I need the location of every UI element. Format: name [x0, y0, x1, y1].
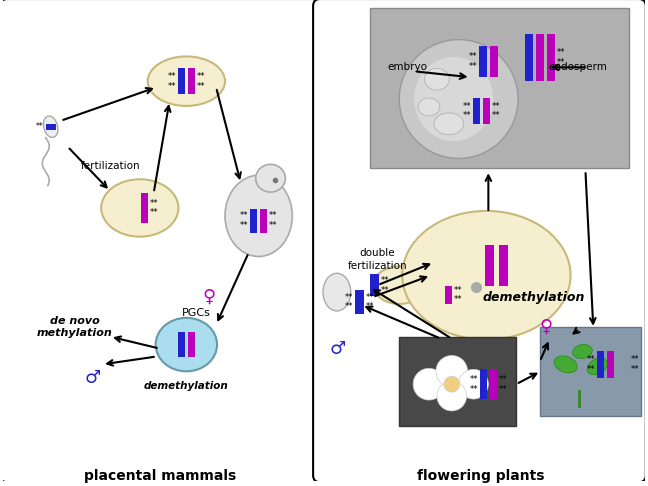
- Ellipse shape: [573, 345, 592, 359]
- Bar: [250, 209, 257, 233]
- Bar: [178, 332, 185, 358]
- Bar: [597, 350, 604, 378]
- Ellipse shape: [402, 211, 570, 340]
- Ellipse shape: [101, 179, 178, 237]
- Text: demethylation: demethylation: [144, 381, 229, 391]
- Circle shape: [436, 355, 468, 387]
- Circle shape: [413, 368, 445, 400]
- Text: embryo: embryo: [388, 62, 428, 72]
- Text: **
**: ** **: [167, 72, 176, 90]
- Text: ♀: ♀: [539, 318, 552, 336]
- Text: ♂: ♂: [84, 369, 100, 387]
- Ellipse shape: [418, 98, 440, 116]
- Text: **
**: ** **: [492, 102, 500, 120]
- Ellipse shape: [256, 164, 285, 192]
- Bar: [369, 8, 629, 168]
- Bar: [499, 244, 507, 286]
- Text: endosperm: endosperm: [548, 62, 607, 72]
- Ellipse shape: [434, 113, 463, 135]
- Bar: [188, 332, 195, 358]
- Bar: [445, 286, 452, 304]
- Text: **
**: ** **: [631, 355, 640, 374]
- FancyBboxPatch shape: [0, 0, 319, 482]
- Bar: [540, 327, 641, 416]
- Text: **
**: ** **: [499, 375, 507, 394]
- Text: **
**: ** **: [557, 48, 565, 67]
- Ellipse shape: [148, 56, 225, 106]
- Bar: [479, 46, 487, 77]
- Bar: [260, 209, 267, 233]
- Text: ♂: ♂: [330, 340, 346, 358]
- Bar: [355, 290, 364, 314]
- Text: **
**: ** **: [150, 199, 159, 217]
- FancyBboxPatch shape: [313, 0, 646, 482]
- Text: fertilization: fertilization: [80, 161, 140, 172]
- Ellipse shape: [323, 273, 351, 311]
- Circle shape: [437, 381, 467, 411]
- Text: **
**: ** **: [269, 211, 277, 230]
- Text: demethylation: demethylation: [483, 291, 585, 304]
- Bar: [490, 46, 498, 77]
- Text: **: **: [36, 122, 44, 131]
- Text: **
**: ** **: [381, 276, 389, 295]
- Text: **
**: ** **: [197, 72, 205, 90]
- Text: **
**: ** **: [454, 286, 463, 304]
- Bar: [370, 274, 379, 296]
- Ellipse shape: [424, 69, 449, 90]
- Text: **
**: ** **: [240, 211, 248, 230]
- Ellipse shape: [587, 358, 607, 375]
- Ellipse shape: [156, 318, 217, 371]
- Ellipse shape: [554, 356, 577, 373]
- Ellipse shape: [373, 266, 425, 304]
- Bar: [525, 34, 533, 81]
- Text: **
**: ** **: [470, 375, 478, 394]
- Bar: [485, 244, 494, 286]
- Bar: [480, 369, 487, 399]
- Circle shape: [444, 376, 459, 392]
- Bar: [607, 350, 614, 378]
- Text: ♀: ♀: [203, 288, 216, 306]
- Ellipse shape: [43, 116, 58, 138]
- Bar: [536, 34, 544, 81]
- Text: **
**: ** **: [469, 52, 477, 71]
- Text: PGCs: PGCs: [182, 308, 211, 318]
- Bar: [188, 69, 195, 94]
- Ellipse shape: [414, 57, 493, 141]
- Ellipse shape: [399, 39, 518, 158]
- Bar: [483, 98, 490, 124]
- Circle shape: [459, 369, 489, 399]
- Ellipse shape: [225, 175, 292, 257]
- Text: flowering plants: flowering plants: [417, 469, 544, 484]
- Bar: [473, 98, 480, 124]
- Bar: [178, 69, 185, 94]
- Text: placental mammals: placental mammals: [84, 469, 236, 484]
- Bar: [547, 34, 555, 81]
- Bar: [490, 369, 497, 399]
- Bar: [141, 193, 148, 223]
- Text: de novo
methylation: de novo methylation: [36, 315, 112, 338]
- Text: **
**: ** **: [345, 293, 353, 312]
- Text: **
**: ** **: [586, 355, 595, 374]
- Text: double
fertilization: double fertilization: [348, 248, 408, 271]
- Bar: [399, 337, 516, 426]
- Bar: [46, 124, 56, 130]
- Text: **
**: ** **: [366, 293, 375, 312]
- Text: **
**: ** **: [463, 102, 471, 120]
